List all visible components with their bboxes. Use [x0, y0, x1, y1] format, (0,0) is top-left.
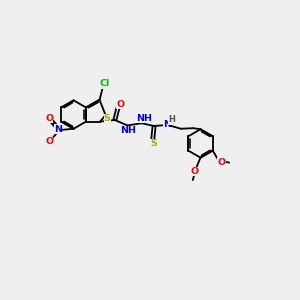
- Text: O: O: [116, 100, 124, 109]
- Text: N: N: [54, 124, 62, 134]
- Text: O: O: [45, 114, 53, 123]
- Text: Cl: Cl: [99, 80, 110, 88]
- Text: NH: NH: [136, 114, 152, 123]
- Text: O: O: [190, 167, 199, 176]
- Text: H: H: [168, 116, 175, 124]
- Text: S: S: [150, 139, 157, 148]
- Text: N: N: [163, 120, 171, 129]
- Text: O: O: [218, 158, 226, 166]
- Text: O: O: [45, 137, 53, 146]
- Text: S: S: [104, 114, 111, 123]
- Text: NH: NH: [121, 126, 136, 135]
